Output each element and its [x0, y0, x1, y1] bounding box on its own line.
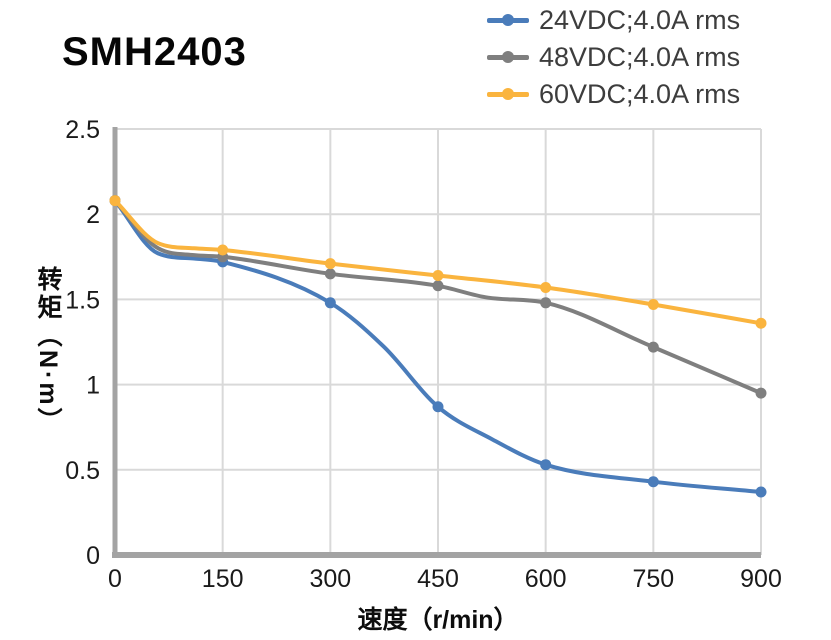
series-line-1 [113, 198, 763, 396]
data-point-marker-2 [432, 270, 444, 282]
data-point-marker-1 [432, 280, 444, 292]
data-point-marker-1 [647, 341, 659, 353]
data-point-marker-2 [540, 281, 552, 293]
legend-dot-marker-icon [502, 51, 514, 63]
x-axis-title: 速度（r/min） [357, 606, 519, 634]
data-point-marker-2 [647, 299, 659, 311]
legend-line-marker-icon [487, 51, 529, 63]
legend-line-marker-icon [487, 88, 529, 100]
data-point-marker-1 [324, 268, 336, 280]
x-tick-label: 0 [108, 565, 122, 593]
y-tick-label: 1.5 [65, 286, 100, 314]
y-tick-label: 0.5 [65, 457, 100, 485]
y-tick-label: 2.5 [65, 116, 100, 144]
y-axis-title: 转矩（N·m） [34, 266, 62, 436]
data-point-marker-2 [109, 195, 121, 207]
x-tick-label: 600 [525, 565, 567, 593]
data-point-marker-0 [324, 297, 336, 309]
legend-dot-marker-icon [502, 14, 514, 26]
data-point-marker-0 [647, 476, 659, 488]
legend-item-label: 24VDC;4.0A rms [539, 4, 741, 35]
x-tick-label: 900 [740, 565, 782, 593]
data-point-marker-0 [432, 401, 444, 413]
legend-line-marker-icon [487, 14, 529, 26]
data-point-marker-2 [755, 317, 767, 329]
x-tick-label: 300 [309, 565, 351, 593]
data-point-marker-0 [755, 486, 767, 498]
series-line-0 [113, 198, 763, 494]
data-point-marker-0 [540, 459, 552, 471]
y-tick-label: 1 [86, 372, 100, 400]
x-tick-label: 750 [632, 565, 674, 593]
chart-title: SMH2403 [62, 30, 247, 74]
legend-item-2: 60VDC;4.0A rms [487, 80, 740, 108]
data-point-marker-2 [217, 244, 229, 256]
series-line-2 [113, 198, 763, 326]
x-tick-label: 150 [202, 565, 244, 593]
legend-item-label: 48VDC;4.0A rms [539, 41, 741, 72]
x-tick-label: 450 [417, 565, 459, 593]
data-point-marker-2 [324, 258, 336, 270]
legend-item-1: 48VDC;4.0A rms [487, 43, 740, 71]
data-point-marker-1 [540, 297, 552, 309]
legend-dot-marker-icon [502, 88, 514, 100]
y-tick-label: 0 [86, 542, 100, 570]
legend: 24VDC;4.0A rms 48VDC;4.0A rms 60VDC;4.0A r… [487, 6, 740, 108]
y-tick-label: 2 [86, 201, 100, 229]
legend-item-0: 24VDC;4.0A rms [487, 6, 740, 34]
data-point-marker-1 [755, 387, 767, 399]
legend-item-label: 60VDC;4.0A rms [539, 78, 741, 109]
